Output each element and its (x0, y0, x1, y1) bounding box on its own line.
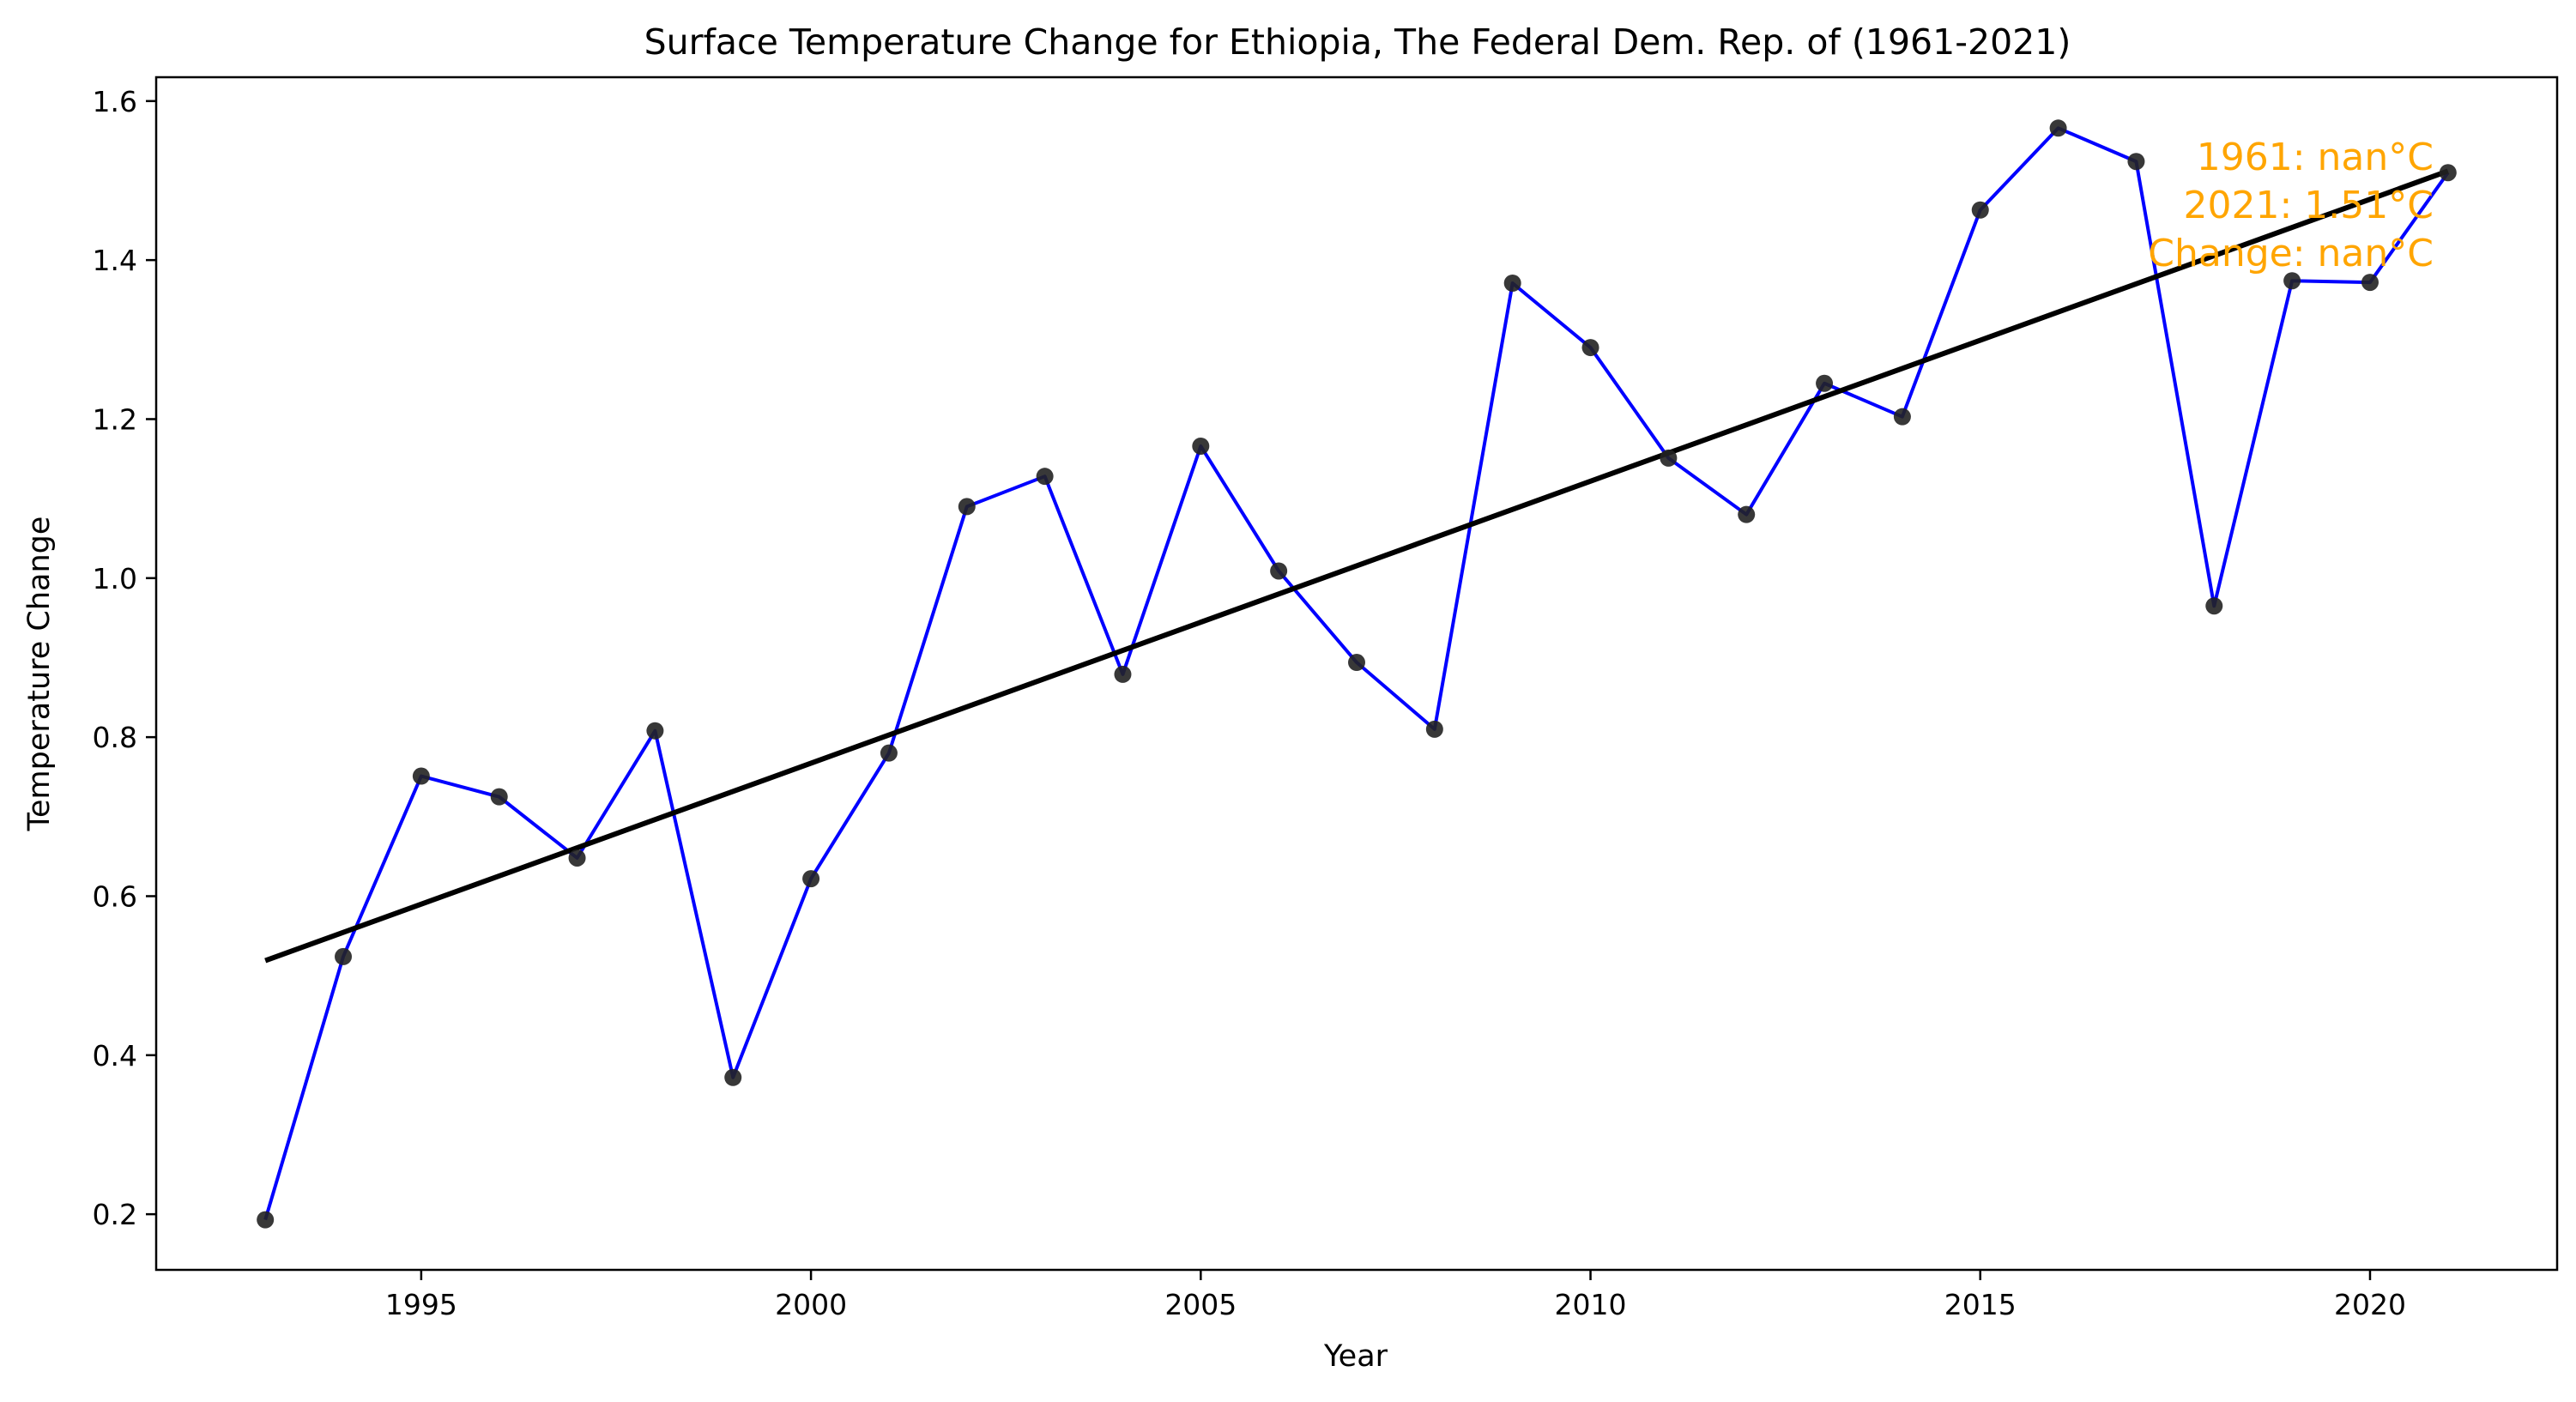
data-point (2049, 119, 2067, 137)
data-point (1738, 505, 1756, 523)
x-tick-label: 1995 (385, 1288, 457, 1321)
data-point (724, 1068, 742, 1086)
data-point (880, 744, 898, 762)
y-tick-label: 0.8 (93, 721, 137, 754)
annotation-line: 1961: nan°C (2197, 136, 2434, 179)
y-tick-label: 0.4 (93, 1039, 137, 1073)
data-point (646, 722, 664, 740)
plot-frame (154, 76, 2559, 1272)
x-tick-label: 2000 (775, 1288, 847, 1321)
data-point (412, 767, 430, 785)
trend-line (264, 168, 2449, 964)
plot-area (257, 119, 2457, 1229)
y-tick-label: 0.2 (93, 1198, 137, 1231)
data-point (1425, 720, 1443, 738)
data-point (2439, 164, 2457, 182)
y-tick-label: 1.2 (93, 402, 137, 436)
data-point (1270, 562, 1288, 580)
data-point (1503, 275, 1521, 293)
data-point (1816, 374, 1834, 392)
data-point (1581, 339, 1599, 357)
data-point (802, 870, 820, 888)
y-axis-ticks: 0.2 0.4 0.6 0.8 1.0 1.2 1.4 1.6 (93, 85, 156, 1231)
data-point (1192, 437, 1210, 455)
data-point (490, 788, 508, 806)
annotation-line: 2021: 1.51°C (2184, 184, 2434, 227)
data-point (2205, 597, 2223, 615)
data-point (257, 1211, 275, 1229)
y-tick-label: 0.6 (93, 879, 137, 913)
data-point (335, 947, 353, 965)
annotation-line: Change: nan°C (2148, 232, 2434, 275)
x-tick-label: 2015 (1944, 1288, 2017, 1321)
data-point (1893, 408, 1911, 426)
data-point (1971, 201, 1989, 219)
x-tick-label: 2010 (1555, 1288, 1627, 1321)
annotation-box: 1961: nan°C 2021: 1.51°C Change: nan°C (2148, 136, 2434, 275)
chart-title: Surface Temperature Change for Ethiopia,… (644, 21, 2071, 63)
y-axis-label: Temperature Change (22, 517, 57, 832)
data-point (1036, 468, 1054, 486)
data-point (2127, 153, 2145, 171)
x-axis-ticks: 1995 2000 2005 2010 2015 2020 (385, 1270, 2406, 1321)
data-point (2283, 272, 2301, 290)
y-tick-label: 1.0 (93, 562, 137, 595)
x-tick-label: 2005 (1164, 1288, 1237, 1321)
data-point (1114, 665, 1132, 683)
x-axis-label: Year (1323, 1339, 1388, 1374)
data-point (1348, 654, 1365, 672)
data-point (2361, 274, 2379, 292)
data-point (958, 498, 976, 516)
data-point (1660, 449, 1678, 467)
x-tick-label: 2020 (2334, 1288, 2406, 1321)
y-tick-label: 1.6 (93, 85, 137, 118)
y-tick-label: 1.4 (93, 244, 137, 277)
data-point (568, 849, 586, 867)
